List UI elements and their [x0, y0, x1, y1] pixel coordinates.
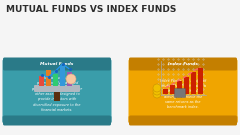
FancyBboxPatch shape: [2, 59, 112, 123]
FancyBboxPatch shape: [129, 116, 237, 126]
FancyBboxPatch shape: [174, 89, 186, 97]
Text: MUTUAL FUNDS VS INDEX FUNDS: MUTUAL FUNDS VS INDEX FUNDS: [6, 5, 176, 14]
Bar: [54, 89, 60, 101]
FancyBboxPatch shape: [3, 58, 111, 70]
FancyBboxPatch shape: [129, 58, 237, 70]
FancyBboxPatch shape: [34, 85, 80, 92]
Circle shape: [66, 74, 76, 84]
Circle shape: [153, 90, 161, 98]
Bar: [46, 70, 51, 86]
FancyBboxPatch shape: [229, 116, 238, 123]
Bar: [60, 66, 65, 86]
FancyBboxPatch shape: [103, 116, 112, 123]
Text: Index Funds: Index Funds: [168, 62, 198, 66]
Circle shape: [153, 87, 161, 95]
Bar: [198, 68, 203, 94]
Text: Mutual Funds are
professionally managed
portfolios of stocks, bonds or
other ass: Mutual Funds are professionally managed …: [31, 76, 83, 112]
FancyBboxPatch shape: [2, 116, 11, 123]
Bar: [53, 74, 58, 86]
FancyBboxPatch shape: [128, 116, 137, 123]
FancyBboxPatch shape: [3, 116, 111, 126]
Bar: [67, 72, 72, 86]
FancyBboxPatch shape: [128, 59, 238, 123]
Bar: [177, 81, 182, 94]
Text: Index Funds, are a type of
mutual fund that tracks a
specific market index,
aimi: Index Funds, are a type of mutual fund t…: [160, 79, 206, 109]
Bar: [163, 89, 168, 94]
Bar: [39, 76, 44, 86]
Bar: [191, 72, 196, 94]
Bar: [170, 85, 175, 94]
Text: Mutual Funds: Mutual Funds: [40, 62, 74, 66]
Bar: [184, 77, 189, 94]
Circle shape: [153, 84, 161, 92]
